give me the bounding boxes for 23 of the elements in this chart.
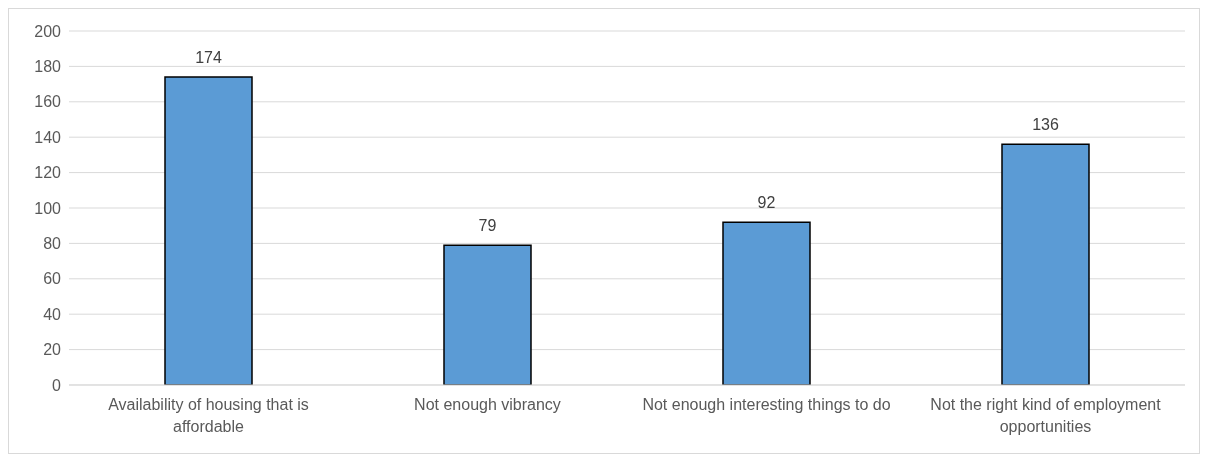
- x-tick-label: Availability of housing that is affordable: [108, 396, 309, 436]
- y-tick-label: 160: [34, 93, 62, 111]
- data-label: 92: [757, 194, 776, 212]
- y-tick-label: 80: [43, 235, 62, 253]
- x-tick-label: Not enough vibrancy: [414, 396, 561, 414]
- bar: [1001, 143, 1090, 385]
- bar: [722, 221, 811, 385]
- x-tick-label: Not enough interesting things to do: [642, 396, 891, 414]
- y-tick-label: 200: [34, 22, 62, 40]
- y-tick-label: 120: [34, 164, 62, 182]
- y-tick-label: 40: [43, 305, 62, 323]
- data-label: 174: [195, 49, 222, 67]
- y-tick-label: 20: [43, 341, 62, 359]
- x-tick-label: Not the right kind of employment opportunities: [930, 396, 1162, 436]
- y-tick-label: 100: [34, 199, 62, 217]
- y-tick-label: 0: [52, 376, 62, 394]
- data-label: 79: [478, 217, 497, 235]
- y-tick-label: 60: [43, 270, 62, 288]
- bar: [443, 244, 532, 385]
- bar: [164, 76, 253, 385]
- y-tick-label: 180: [34, 58, 62, 76]
- data-label: 136: [1032, 116, 1059, 134]
- y-tick-label: 140: [34, 128, 62, 146]
